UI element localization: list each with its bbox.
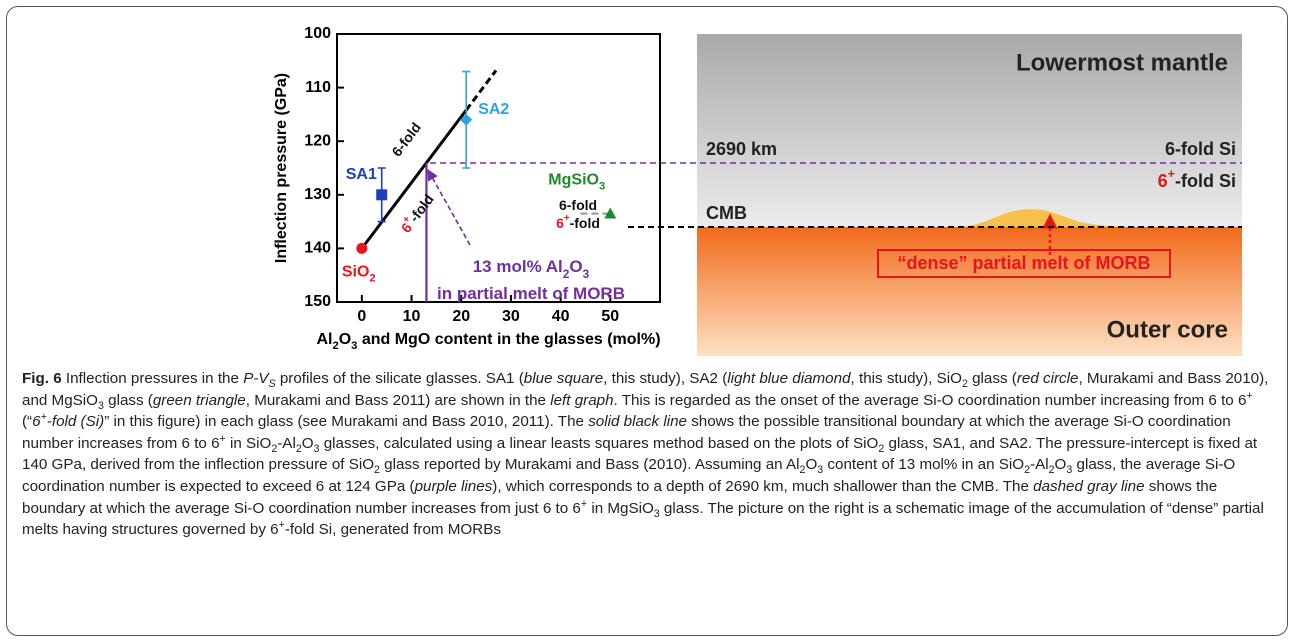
caption-run: ” in this figure) in each glass (see Mur…	[104, 413, 588, 430]
text-run: SiO	[342, 264, 370, 281]
caption-run: solid black line	[588, 413, 687, 430]
text-run: -fold	[570, 215, 600, 231]
caption-run: , this study), SiO	[851, 370, 962, 387]
caption-run: glass reported by Murakami and Bass (201…	[380, 456, 800, 473]
caption-run: ), which corresponds to a depth of 2690 …	[492, 478, 1033, 495]
annotation: 6-fold	[388, 119, 424, 159]
y-tick-label: 130	[304, 186, 331, 203]
text-run: O	[569, 257, 582, 276]
caption-run: left graph	[550, 392, 613, 409]
caption-run: blue square	[524, 370, 603, 387]
caption-run: content of 13 mol% in an SiO	[823, 456, 1024, 473]
caption: Fig. 6 Inflection pressures in the P-VS …	[22, 368, 1272, 541]
x-tick-label: 10	[403, 308, 421, 325]
caption-run: , Murakami and Bass 2011) are shown in t…	[246, 392, 550, 409]
y-tick-label: 150	[304, 293, 331, 310]
caption-run: (“	[22, 413, 32, 430]
caption-run: profiles of the silicate glasses. SA1 (	[276, 370, 524, 387]
x-tick-label: 50	[601, 308, 619, 325]
text-run: MgSiO	[548, 172, 599, 189]
text-run: 2	[369, 272, 375, 284]
point	[356, 243, 367, 254]
x-tick-label: 0	[357, 308, 366, 325]
depth-label: 2690 km	[706, 139, 777, 159]
caption-run: in MgSiO	[587, 500, 654, 517]
caption-run: . This is regarded as the onset of the a…	[614, 392, 1247, 409]
x-tick-label: 20	[452, 308, 470, 325]
text-run: SA1	[346, 166, 377, 183]
caption-run: -fold (Si)	[47, 413, 104, 430]
y-tick-label: 140	[304, 240, 331, 257]
text-run: 6-fold	[388, 119, 424, 159]
point-label: SA1	[346, 166, 377, 183]
caption-run: S	[269, 378, 276, 390]
caption-run: purple lines	[415, 478, 493, 495]
text-run: 3	[583, 267, 590, 281]
caption-run: green triangle	[153, 392, 246, 409]
melt-label: “dense” partial melt of MORB	[897, 253, 1150, 273]
y-tick-label: 110	[305, 79, 331, 96]
x-tick-label: 30	[502, 308, 520, 325]
page-body: Lowermost mantle 2690 km 6-fold Si 6+-fo…	[0, 0, 1296, 644]
caption-run: glass (	[968, 370, 1017, 387]
text-run: 6	[556, 215, 564, 231]
caption-run: glasses, calculated using a linear least…	[319, 435, 878, 452]
text-run: +	[1168, 167, 1175, 181]
text-run: Al	[316, 331, 332, 348]
caption-run: Fig. 6	[22, 370, 62, 387]
caption-run: , this study), SA2 (	[603, 370, 727, 387]
text-run: 6	[1158, 171, 1168, 191]
core-label: Outer core	[1107, 316, 1228, 343]
caption-run: in SiO	[226, 435, 272, 452]
y-tick-label: 100	[304, 25, 331, 42]
caption-run: -Al	[277, 435, 296, 452]
text-run: SA2	[478, 101, 509, 118]
text-run: -fold Si	[1175, 171, 1236, 191]
annotation: in partial melt of MORB	[437, 284, 625, 303]
caption-run: O	[1055, 456, 1067, 473]
text-run: 3	[599, 181, 605, 193]
annotation: 6-fold	[559, 197, 597, 213]
text-run: and MgO content in the glasses (mol%)	[357, 331, 660, 348]
text-run: 13 mol% Al	[473, 257, 563, 276]
annotation: 13 mol% Al2O3	[473, 257, 590, 281]
page: {"chart_data": { "type": "scatter", "yla…	[0, 0, 1296, 644]
text-run: in partial melt of MORB	[437, 284, 625, 303]
y-axis-label: Inflection pressure (GPa)	[273, 73, 290, 263]
caption-run: -fold Si, generated from MORBs	[285, 521, 501, 538]
figure: Lowermost mantle 2690 km 6-fold Si 6+-fo…	[0, 0, 1296, 366]
annotation: 6+-fold	[556, 213, 600, 231]
caption-run: -Al	[1030, 456, 1049, 473]
point-label: SiO2	[342, 264, 376, 285]
text-run: 6-fold	[559, 197, 597, 213]
caption-run: O	[302, 435, 314, 452]
caption-run: light blue diamond	[727, 370, 850, 387]
x-axis-label: Al2O3 and MgO content in the glasses (mo…	[316, 331, 660, 352]
caption-run: 6	[32, 413, 40, 430]
caption-run: glass (	[104, 392, 153, 409]
text-run: -fold	[406, 191, 437, 225]
cmb-label: CMB	[706, 203, 747, 223]
point	[376, 189, 387, 200]
caption-run: red circle	[1017, 370, 1079, 387]
caption-run: P-V	[243, 370, 268, 387]
annotation-arrow	[428, 170, 470, 245]
mantle-label: Lowermost mantle	[1016, 49, 1228, 76]
caption-run: +	[1246, 390, 1252, 402]
x-tick-label: 40	[552, 308, 570, 325]
caption-run: O	[805, 456, 817, 473]
point-label: MgSiO3	[548, 172, 605, 193]
six-fold-label: 6-fold Si	[1165, 139, 1236, 159]
caption-run: dashed gray line	[1033, 478, 1144, 495]
y-tick-label: 120	[304, 132, 331, 149]
text-run: O	[339, 331, 351, 348]
point-label: SA2	[478, 101, 509, 118]
caption-run: Inflection pressures in the	[62, 370, 244, 387]
